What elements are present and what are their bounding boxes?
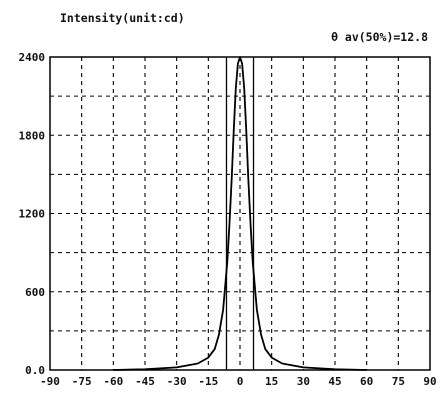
y-tick-label: 600: [25, 286, 45, 299]
y-tick-label: 1800: [19, 129, 46, 142]
y-tick-label: 0.0: [25, 364, 45, 377]
x-tick-label: 0: [237, 375, 244, 388]
half-angle-annotation: θ av(50%)=12.8: [331, 30, 428, 44]
y-tick-label: 2400: [19, 51, 46, 64]
x-tick-label: 45: [328, 375, 341, 388]
x-tick-label: -90: [40, 375, 60, 388]
plot-frame: [49, 56, 431, 371]
x-tick-label: -45: [135, 375, 155, 388]
x-tick-label: 60: [360, 375, 373, 388]
y-tick-label: 1200: [19, 208, 46, 221]
grid: [50, 57, 430, 370]
x-tick-label: 15: [265, 375, 278, 388]
chart-title: Intensity(unit:cd): [60, 11, 185, 25]
x-axis-ticks: -90 -75 -60 -45 -30 -15 0 15 30 45 60 75 90: [40, 375, 437, 388]
x-tick-label: -60: [103, 375, 123, 388]
x-tick-label: 30: [297, 375, 310, 388]
x-tick-label: -15: [198, 375, 218, 388]
x-tick-label: 90: [423, 375, 436, 388]
x-tick-label: 75: [392, 375, 405, 388]
y-axis-ticks: 0.0 600 1200 1800 2400: [19, 51, 46, 377]
x-tick-label: -30: [167, 375, 187, 388]
half-max-markers: [225, 57, 255, 370]
x-tick-label: -75: [72, 375, 92, 388]
